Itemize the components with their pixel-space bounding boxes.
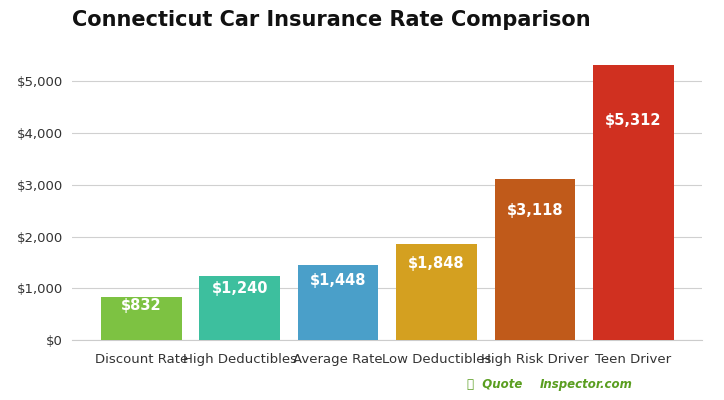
Bar [494,179,576,340]
Bar [101,297,182,340]
Text: Connecticut Car Insurance Rate Comparison: Connecticut Car Insurance Rate Compariso… [72,10,591,30]
Text: $1,848: $1,848 [408,256,465,271]
Text: Ⓢ  Quote: Ⓢ Quote [467,378,522,391]
Text: Inspector.com: Inspector.com [539,378,632,391]
Bar [593,65,673,340]
Text: $5,312: $5,312 [605,113,662,128]
Text: $832: $832 [121,298,161,313]
Text: $3,118: $3,118 [507,204,563,218]
Bar [199,276,280,340]
Bar [396,244,477,340]
Bar [298,265,379,340]
Text: $1,240: $1,240 [211,281,268,296]
Text: $1,448: $1,448 [310,272,366,288]
